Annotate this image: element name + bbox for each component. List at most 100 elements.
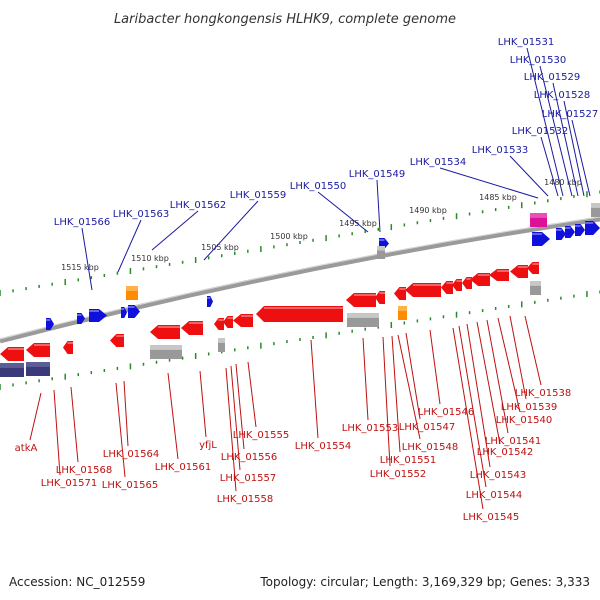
forward-gene-12[interactable] (585, 221, 600, 235)
forward-gene-9[interactable] (556, 228, 566, 240)
reverse-gene-17[interactable] (462, 277, 472, 289)
gene-label-lhk-01531[interactable]: LHK_01531 (498, 37, 554, 48)
gene-label-lhk-01530[interactable]: LHK_01530 (510, 55, 566, 66)
gene-label-lhk-01542[interactable]: LHK_01542 (477, 447, 533, 458)
gene-label-atka[interactable]: atkA (15, 443, 38, 454)
tick-mark (403, 321, 406, 325)
reverse-gene-20[interactable] (510, 265, 528, 278)
tick-mark (364, 327, 366, 331)
pseudo-feature-1-shine (150, 345, 182, 350)
reverse-gene-13[interactable] (394, 287, 406, 300)
forward-gene-2[interactable] (77, 313, 85, 324)
other-feature-magenta[interactable] (530, 213, 547, 227)
gene-label-lhk-01545[interactable]: LHK_01545 (463, 512, 519, 523)
other-feature-navy-2[interactable] (26, 362, 50, 376)
gene-label-lhk-01538[interactable]: LHK_01538 (515, 388, 571, 399)
forward-gene-8[interactable] (532, 232, 550, 246)
tick-mark (390, 322, 393, 329)
gene-label-lhk-01529[interactable]: LHK_01529 (524, 72, 580, 83)
gene-label-lhk-01552[interactable]: LHK_01552 (370, 469, 426, 480)
gene-label-lhk-01539[interactable]: LHK_01539 (501, 402, 557, 413)
gene-label-lhk-01527[interactable]: LHK_01527 (542, 109, 598, 120)
gene-label-lhk-01551[interactable]: LHK_01551 (380, 455, 436, 466)
reverse-gene-8[interactable] (223, 316, 233, 328)
gene-label-lhk-01564[interactable]: LHK_01564 (103, 449, 159, 460)
leader-lhk-01534 (439, 167, 539, 199)
tick-mark (116, 366, 119, 370)
gene-label-lhk-01556[interactable]: LHK_01556 (221, 452, 277, 463)
tick-mark (377, 227, 380, 231)
pseudo-feature-1[interactable] (150, 345, 182, 359)
gene-label-lhk-01553[interactable]: LHK_01553 (342, 423, 398, 434)
forward-gene-11[interactable] (575, 224, 585, 236)
gene-label-lhk-01544[interactable]: LHK_01544 (466, 490, 522, 501)
gene-label-lhk-01540[interactable]: LHK_01540 (496, 415, 552, 426)
forward-gene-1[interactable] (46, 318, 54, 330)
pseudo-feature-6[interactable] (591, 203, 600, 217)
forward-gene-4[interactable] (121, 307, 127, 318)
gene-label-lhk-01547[interactable]: LHK_01547 (399, 422, 455, 433)
gene-label-lhk-01541[interactable]: LHK_01541 (485, 436, 541, 447)
gene-label-lhk-01562[interactable]: LHK_01562 (170, 200, 226, 211)
gene-label-lhk-01566[interactable]: LHK_01566 (54, 217, 110, 228)
gene-label-lhk-01565[interactable]: LHK_01565 (102, 480, 158, 491)
gene-label-lhk-01554[interactable]: LHK_01554 (295, 441, 351, 452)
gene-label-lhk-01543[interactable]: LHK_01543 (470, 470, 526, 481)
pseudo-feature-5[interactable] (530, 281, 541, 295)
forward-gene-6[interactable] (207, 296, 213, 307)
reverse-gene-5[interactable] (150, 325, 180, 339)
reverse-gene-14-shine (413, 284, 441, 286)
gene-label-yfjl[interactable]: yfjL (199, 440, 217, 451)
gene-label-lhk-01563[interactable]: LHK_01563 (113, 209, 169, 220)
reverse-gene-14[interactable] (405, 283, 441, 297)
pseudo-feature-2[interactable] (347, 313, 379, 327)
tick-mark (129, 363, 132, 370)
gene-label-lhk-01548[interactable]: LHK_01548 (402, 442, 458, 453)
gene-labels[interactable]: LHK_01531 LHK_01530 LHK_01529 LHK_01528 LHK_… (15, 37, 599, 523)
tick-mark (64, 373, 66, 380)
gene-label-lhk-01549[interactable]: LHK_01549 (349, 169, 405, 180)
reverse-gene-1[interactable] (0, 347, 24, 361)
gene-label-lhk-01533[interactable]: LHK_01533 (472, 145, 528, 156)
reverse-gene-21[interactable] (527, 262, 539, 274)
reverse-gene-12[interactable] (375, 291, 385, 304)
reverse-gene-19[interactable] (489, 269, 509, 281)
reverse-gene-11[interactable] (346, 293, 376, 307)
gene-label-lhk-01568[interactable]: LHK_01568 (56, 465, 112, 476)
tick-mark (38, 284, 40, 288)
reverse-gene-7[interactable] (214, 318, 224, 330)
gene-label-lhk-01561[interactable]: LHK_01561 (155, 462, 211, 473)
forward-gene-4-shine (121, 308, 125, 310)
other-feature-navy-1[interactable] (0, 363, 24, 377)
gene-label-lhk-01550[interactable]: LHK_01550 (290, 181, 346, 192)
gene-label-lhk-01557[interactable]: LHK_01557 (220, 473, 276, 484)
tick-mark (273, 342, 275, 346)
gene-label-lhk-01555[interactable]: LHK_01555 (233, 430, 289, 441)
tick-mark (181, 356, 184, 360)
leader-lhk-01530 (539, 65, 573, 197)
forward-gene-10[interactable] (565, 226, 575, 238)
gene-label-lhk-01546[interactable]: LHK_01546 (418, 407, 474, 418)
reverse-gene-3[interactable] (63, 341, 73, 354)
forward-gene-5[interactable] (128, 305, 140, 318)
reverse-gene-4[interactable] (110, 334, 124, 347)
pseudo-feature-3[interactable] (218, 338, 225, 352)
gene-label-lhk-01571[interactable]: LHK_01571 (41, 478, 97, 489)
reverse-gene-2[interactable] (26, 343, 50, 357)
gene-label-lhk-01559[interactable]: LHK_01559 (230, 190, 286, 201)
gene-label-lhk-01534[interactable]: LHK_01534 (410, 157, 466, 168)
forward-gene-3[interactable] (89, 309, 107, 322)
reverse-gene-10[interactable] (256, 306, 343, 322)
gene-label-lhk-01532[interactable]: LHK_01532 (512, 126, 568, 137)
reverse-gene-9[interactable] (233, 314, 253, 327)
rna-feature-1[interactable] (126, 286, 138, 300)
pseudo-feature-4[interactable] (377, 246, 385, 259)
reverse-gene-16[interactable] (452, 279, 462, 291)
reverse-gene-18[interactable] (470, 273, 490, 286)
rna-feature-2[interactable] (398, 306, 407, 320)
gene-label-lhk-01558[interactable]: LHK_01558 (217, 494, 273, 505)
reverse-gene-15[interactable] (441, 281, 453, 294)
gene-label-lhk-01528[interactable]: LHK_01528 (534, 90, 590, 101)
reverse-gene-6[interactable] (181, 321, 203, 335)
leader-lhk-01539 (509, 315, 527, 400)
